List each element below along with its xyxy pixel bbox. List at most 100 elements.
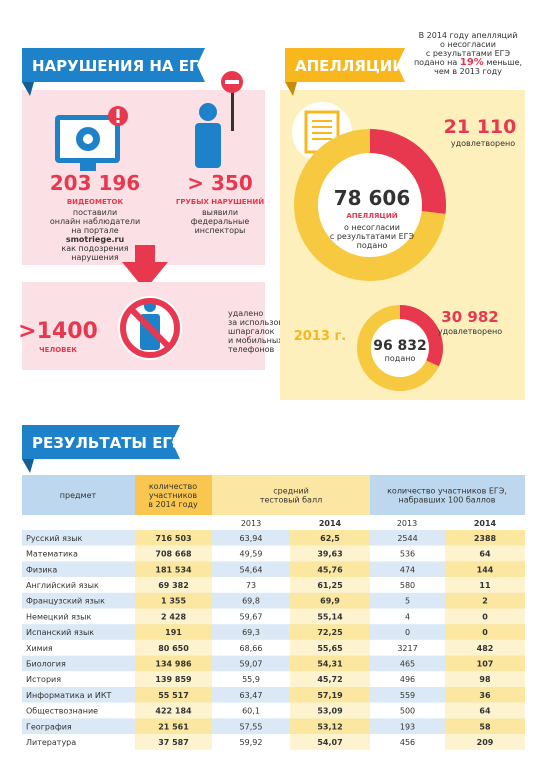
cell-bg: [445, 530, 525, 546]
filed-2013-text: подано: [385, 354, 416, 363]
table-cell: 45,72: [317, 675, 342, 684]
cell-bg: [290, 702, 370, 719]
table-cell: 73: [246, 581, 256, 590]
gross-text: федеральные: [191, 217, 250, 226]
table-cell: 69 382: [158, 581, 189, 590]
table-cell: 64: [479, 707, 491, 716]
table-cell: 708 668: [155, 550, 192, 559]
year-cell: 2013: [241, 519, 261, 528]
cell-bg: [445, 702, 525, 719]
filed-text: о несогласии: [344, 223, 400, 232]
table-cell: 465: [400, 659, 415, 668]
table-cell: 39,63: [317, 550, 342, 559]
table-cell: 36: [479, 691, 491, 700]
table-cell: 57,55: [240, 722, 263, 731]
banner-fold: [285, 82, 297, 96]
cell-bg: [290, 608, 370, 625]
cell-bg: [290, 561, 370, 578]
table-cell: 63,47: [240, 691, 263, 700]
cell-bg: [135, 608, 212, 625]
header-cell: тестовый балл: [260, 496, 322, 505]
note-text: чем в 2013 году: [434, 67, 502, 76]
table-cell: 49,59: [240, 550, 263, 559]
cell-bg: [290, 530, 370, 546]
cell-bg: [445, 577, 525, 593]
year-cell: 2014: [319, 519, 342, 528]
table-cell: 580: [400, 581, 415, 590]
table-cell: 2: [482, 597, 488, 606]
note-part: меньше,: [486, 58, 522, 67]
table-cell: 134 986: [155, 659, 192, 668]
table-cell: 58: [479, 722, 491, 731]
subject-cell: Французский язык: [26, 597, 105, 606]
cell-bg: [445, 718, 525, 735]
table-cell: 59,67: [240, 612, 263, 621]
year-label: 2013 г.: [294, 329, 346, 344]
table-cell: 55 517: [158, 691, 189, 700]
table-cell: 98: [479, 675, 491, 684]
note-part: подано на: [414, 58, 457, 67]
video-text: нарушения: [71, 253, 119, 262]
header-cell: количество: [149, 482, 197, 491]
table-cell: 559: [400, 691, 415, 700]
subject-cell: Химия: [26, 644, 53, 653]
table-cell: 53,12: [317, 722, 342, 731]
table-cell: 64: [479, 550, 491, 559]
filed-text: подано: [357, 241, 388, 250]
header-cell: количество участников ЕГЭ,: [387, 487, 507, 496]
table-cell: 60,1: [242, 707, 260, 716]
table-cell: 2388: [474, 534, 497, 543]
year-cell: 2014: [474, 519, 497, 528]
table-cell: 456: [400, 738, 415, 747]
header-cell: средний: [273, 487, 309, 496]
gross-unit: ГРУБЫХ НАРУШЕНИЙ: [176, 197, 264, 206]
header-cell: набравших 100 баллов: [398, 496, 495, 505]
banner-fold: [22, 82, 34, 96]
removed-number: >1400: [18, 319, 98, 344]
header-bg: [370, 475, 525, 515]
cell-bg: [135, 577, 212, 593]
header-cell: участников: [149, 491, 198, 500]
table-cell: 55,9: [242, 675, 260, 684]
video-text: как подозрения: [61, 244, 128, 253]
cell-bg: [135, 592, 212, 609]
donut-segment: [399, 305, 443, 367]
subject-cell: Физика: [26, 565, 57, 574]
table-cell: 209: [477, 738, 494, 747]
table-cell: 57,19: [317, 691, 343, 700]
cell-bg: [135, 530, 212, 546]
subject-cell: Испанский язык: [26, 628, 94, 637]
table-cell: 69,8: [242, 597, 260, 606]
subject-cell: Математика: [26, 550, 78, 559]
subject-cell: Английский язык: [26, 581, 99, 590]
header-cell: в 2014 году: [148, 500, 198, 509]
satisfied-number: 21 110: [444, 116, 517, 138]
cell-bg: [135, 734, 212, 750]
cell-bg: [290, 671, 370, 687]
cell-bg: [445, 608, 525, 625]
header-bg: [22, 475, 135, 515]
cell-bg: [290, 687, 370, 703]
satisfied-2013-number: 30 982: [441, 308, 498, 326]
gross-text: выявили: [202, 208, 238, 217]
removed-text: телефонов: [228, 345, 274, 354]
cell-bg: [445, 561, 525, 578]
table-cell: 63,94: [240, 534, 263, 543]
table-cell: 21 561: [158, 722, 189, 731]
table-cell: 61,25: [317, 581, 343, 590]
table-cell: 11: [479, 581, 491, 590]
camera-icon: [55, 106, 128, 171]
table-cell: 2544: [397, 534, 417, 543]
table-cell: 54,07: [317, 738, 342, 747]
table-cell: 45,76: [317, 565, 343, 574]
table-cell: 500: [400, 707, 415, 716]
table-cell: 54,31: [317, 659, 343, 668]
table-cell: 55,14: [317, 612, 343, 621]
removed-icon: [118, 296, 182, 360]
cell-bg: [135, 545, 212, 562]
removed-text: шпаргалок: [228, 327, 275, 336]
table-cell: 69,9: [320, 597, 340, 606]
cell-bg: [290, 577, 370, 593]
video-number: 203 196: [50, 171, 140, 195]
filed-number: 78 606: [334, 186, 411, 210]
